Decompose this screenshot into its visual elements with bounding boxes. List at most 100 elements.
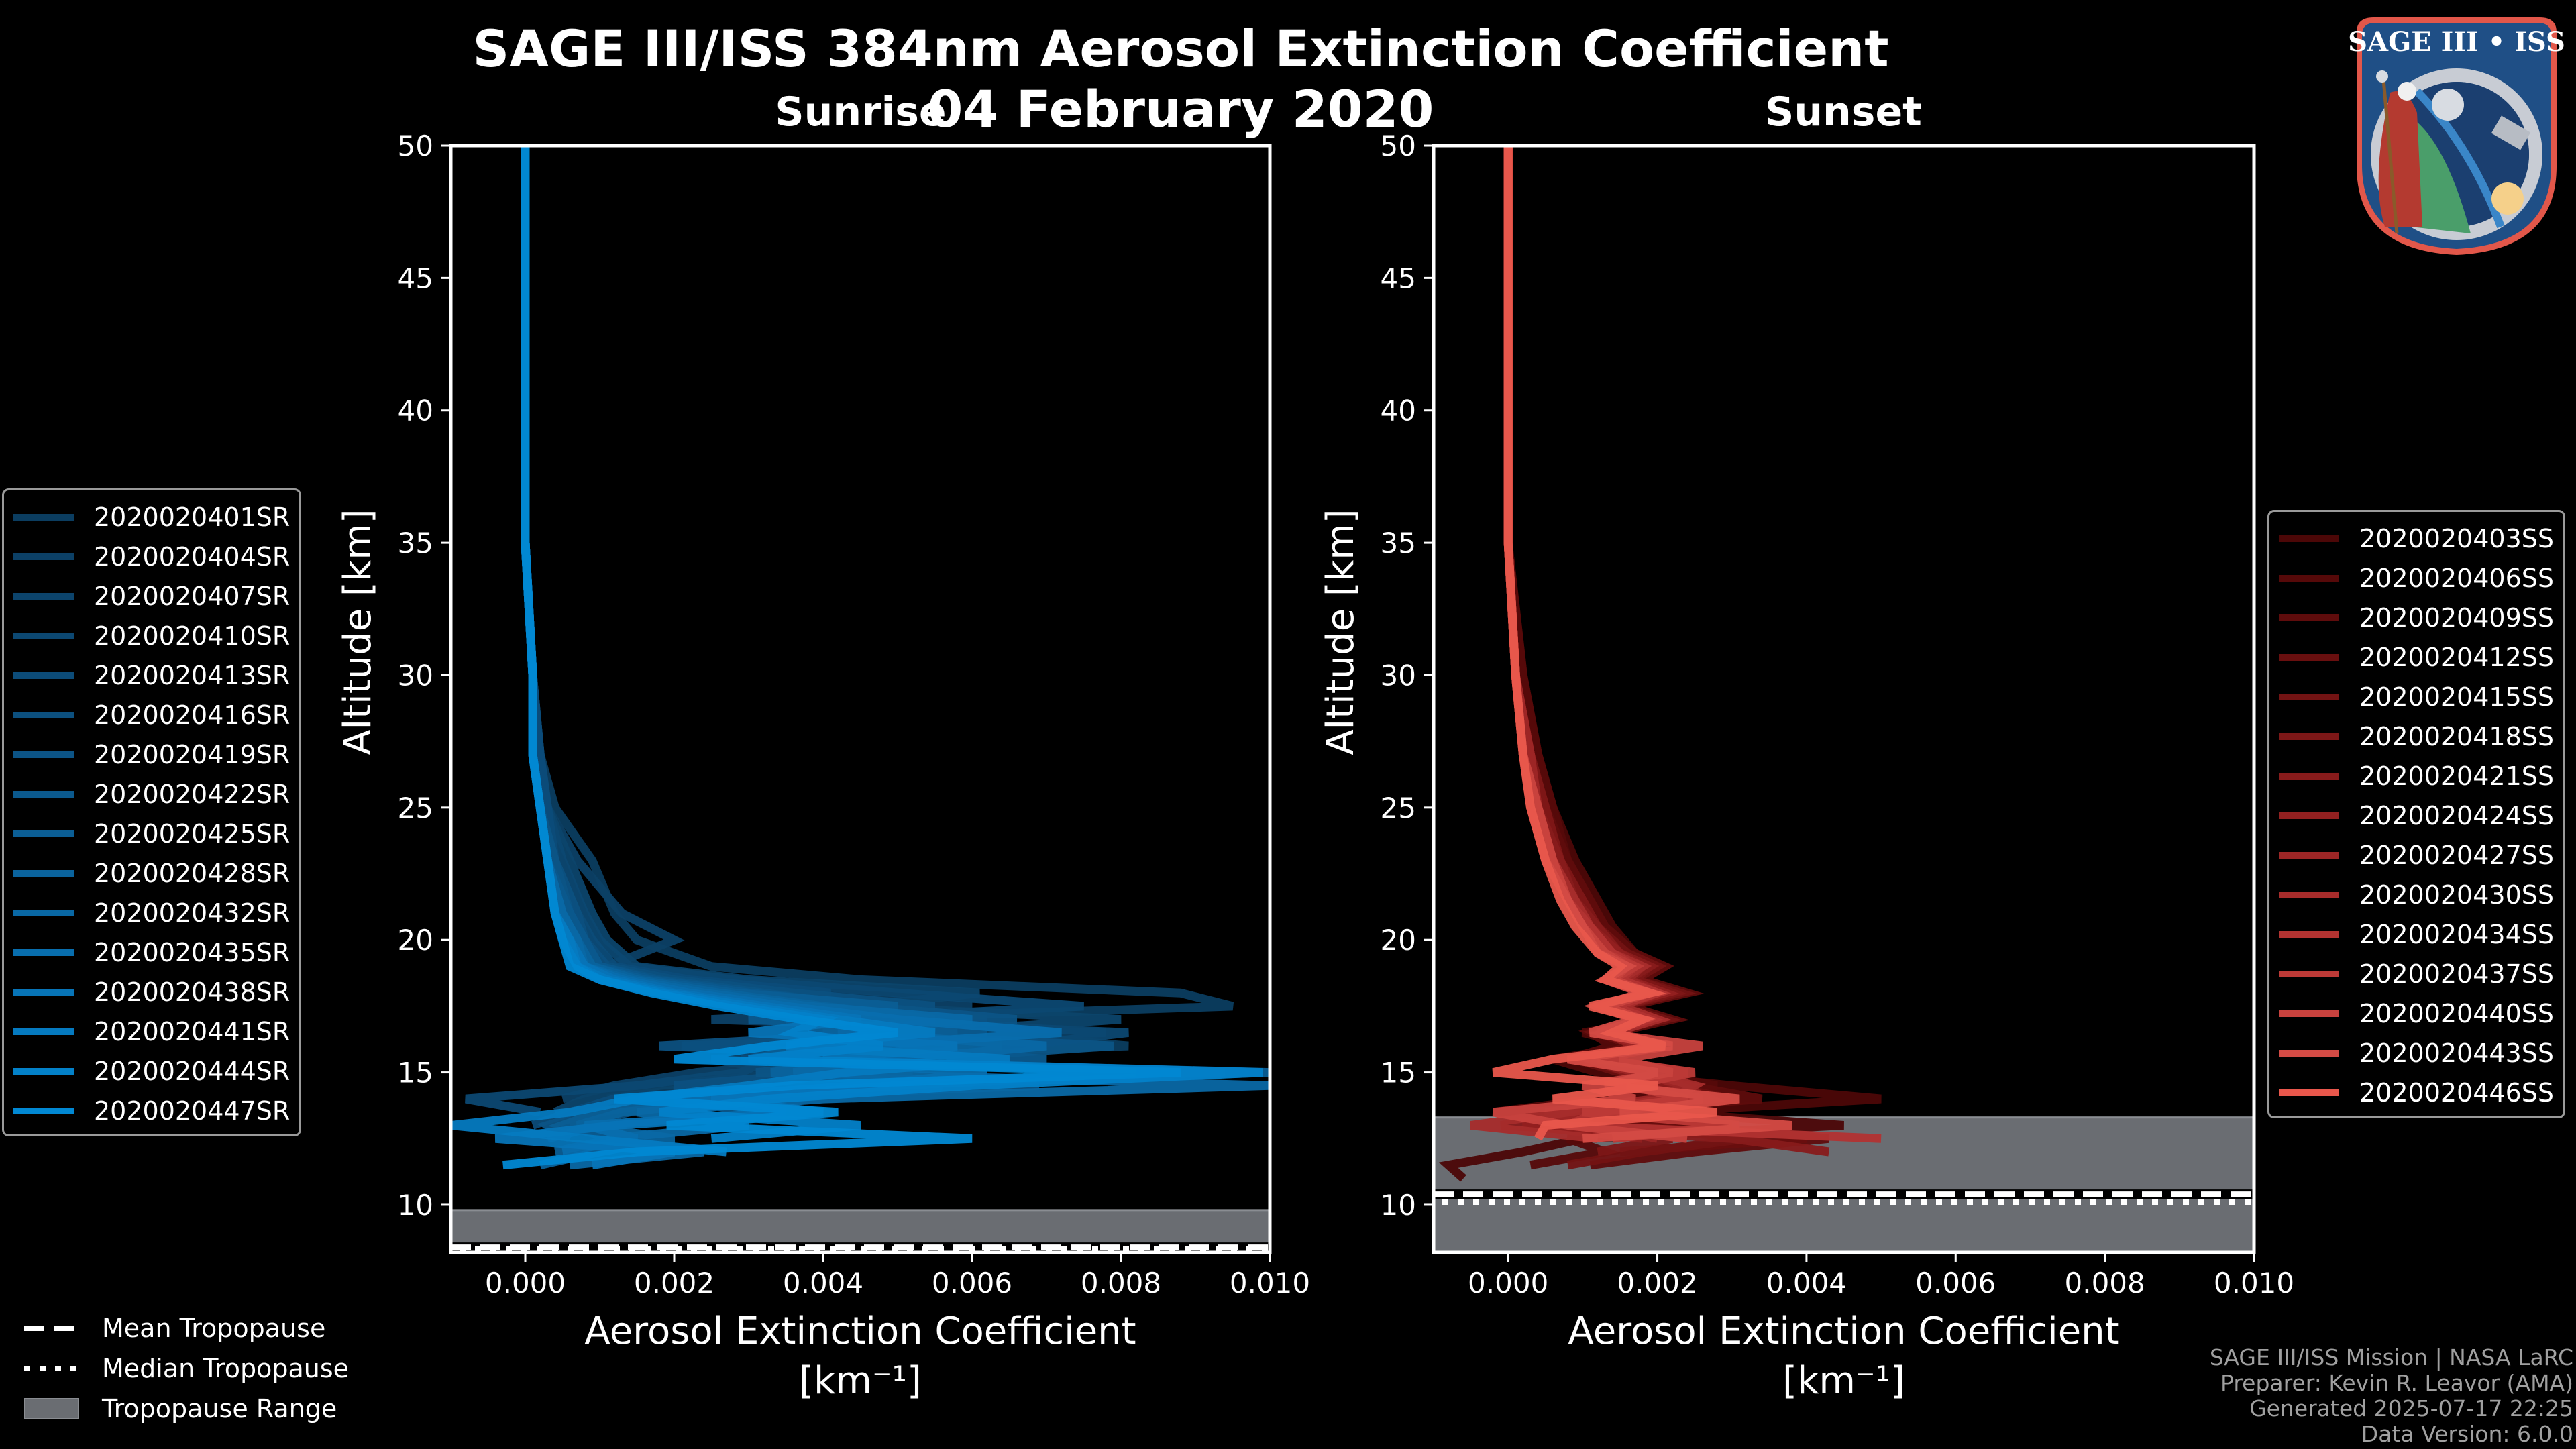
legend-label: 2020020416SR	[94, 700, 290, 730]
legend-label: Mean Tropopause	[102, 1313, 326, 1343]
legend-label: 2020020403SS	[2359, 523, 2555, 553]
legend-line-icon	[2279, 1010, 2339, 1017]
legend-item: 2020020416SR	[13, 695, 290, 735]
y-tick-label: 50	[398, 129, 433, 162]
legend-label: 2020020440SS	[2359, 998, 2555, 1028]
axes-frame	[449, 144, 1272, 1254]
y-tick-label: 30	[398, 659, 433, 692]
legend-item: 2020020425SR	[13, 814, 290, 853]
legend-line-icon	[13, 1067, 74, 1075]
legend-line-icon	[2279, 1089, 2339, 1096]
legend-line-icon	[13, 553, 74, 560]
profile-lines	[451, 146, 1270, 1170]
legend-item: 2020020441SR	[13, 1012, 290, 1051]
legend-line-icon	[13, 711, 74, 718]
legend-label: 2020020444SR	[94, 1056, 290, 1086]
legend-label: 2020020404SR	[94, 541, 290, 572]
credit-generated: Generated 2025-07-17 22:25	[2249, 1395, 2573, 1421]
credit-mission: SAGE III/ISS Mission | NASA LaRC	[2209, 1344, 2573, 1371]
legend-label: 2020020435SR	[94, 937, 290, 967]
axes-frame	[1432, 144, 2256, 1254]
profile-2020020446SS	[1492, 146, 1718, 1141]
legend-label: 2020020430SS	[2359, 879, 2555, 910]
profile-2020020409SS	[1503, 146, 1829, 1170]
y-tick-label: 25	[1381, 792, 1416, 824]
legend-item: 2020020447SR	[13, 1091, 290, 1130]
legend-mean-tropopause: Mean Tropopause	[24, 1308, 349, 1348]
legend-line-icon	[2279, 733, 2339, 740]
legend-line-icon	[2279, 693, 2339, 700]
x-tick-label: 0.008	[1081, 1267, 1161, 1299]
credit-version: Data Version: 6.0.0	[2361, 1421, 2573, 1447]
x-axis-units: [km⁻¹]	[799, 1359, 922, 1403]
sunrise-plot: 10 15 20 25 30 35 40 45 50 0.000 0.002 0.004 0.006 0.…	[336, 129, 1310, 1403]
legend-label: 2020020447SR	[94, 1095, 290, 1126]
y-tick-label: 45	[398, 262, 433, 294]
x-tick-label: 0.000	[485, 1267, 566, 1299]
legend-label: 2020020410SR	[94, 621, 290, 651]
x-tick-label: 0.006	[932, 1267, 1012, 1299]
legend-median-tropopause: Median Tropopause	[24, 1348, 349, 1389]
dashed-line-icon	[24, 1326, 79, 1331]
legend-label: Tropopause Range	[102, 1394, 337, 1424]
gray-patch-icon	[24, 1398, 79, 1419]
legend-label: 2020020446SS	[2359, 1077, 2555, 1108]
legend-label: 2020020422SR	[94, 779, 290, 809]
legend-item: 2020020409SS	[2279, 598, 2554, 637]
profile-2020020447SR	[502, 146, 1181, 1170]
legend-item: 2020020407SR	[13, 576, 290, 616]
legend-item: 2020020406SS	[2279, 558, 2554, 598]
legend-label: 2020020413SR	[94, 660, 290, 690]
dotted-line-icon	[24, 1366, 79, 1371]
figure-title: SAGE III/ISS 384nm Aerosol Extinction Co…	[472, 19, 1889, 78]
legend-label: 2020020412SS	[2359, 642, 2555, 672]
legend-item: 2020020413SR	[13, 655, 290, 695]
y-tick-label: 15	[398, 1057, 433, 1089]
profile-2020020434SS	[1503, 146, 1882, 1143]
x-tick-label: 0.000	[1468, 1267, 1548, 1299]
legend-label: 2020020415SS	[2359, 682, 2555, 712]
y-tick-label: 35	[1381, 527, 1416, 559]
legend-item: 2020020440SS	[2279, 994, 2554, 1033]
tropopause-legend: Mean Tropopause Median Tropopause Tropop…	[24, 1308, 349, 1429]
legend-line-icon	[2279, 891, 2339, 898]
legend-label: 2020020418SS	[2359, 721, 2555, 751]
legend-line-icon	[13, 830, 74, 837]
legend-line-icon	[2279, 851, 2339, 859]
legend-line-icon	[13, 592, 74, 600]
legend-label: 2020020437SS	[2359, 959, 2555, 989]
legend-line-icon	[13, 869, 74, 877]
legend-item: 2020020446SS	[2279, 1073, 2554, 1112]
sunset-plot: 10 15 20 25 30 35 40 45 50 0.000 0.002 0.004 0.006 0.…	[1319, 129, 2294, 1403]
x-tick-label: 0.004	[783, 1267, 863, 1299]
legend-tropopause-range: Tropopause Range	[24, 1389, 349, 1429]
sunrise-legend: 2020020401SR 2020020404SR 2020020407SR 2020…	[2, 488, 302, 1136]
x-tick-label: 0.004	[1766, 1267, 1847, 1299]
legend-label: 2020020421SS	[2359, 761, 2555, 791]
legend-item: 2020020403SS	[2279, 519, 2554, 558]
sunset-legend: 2020020403SS 2020020406SS 2020020409SS 2020…	[2267, 510, 2566, 1118]
legend-line-icon	[13, 790, 74, 798]
legend-line-icon	[13, 513, 74, 521]
legend-item: 2020020432SR	[13, 893, 290, 932]
y-tick-label: 50	[1381, 129, 1416, 162]
legend-label: 2020020409SS	[2359, 602, 2555, 633]
legend-item: 2020020443SS	[2279, 1033, 2554, 1073]
legend-line-icon	[2279, 930, 2339, 938]
legend-item: 2020020437SS	[2279, 954, 2554, 994]
sunset-panel-title: Sunset	[1765, 89, 1922, 136]
legend-label: 2020020425SR	[94, 818, 290, 849]
credits-footer: SAGE III/ISS Mission | NASA LaRC Prepare…	[2210, 1345, 2573, 1447]
legend-label: 2020020427SS	[2359, 840, 2555, 870]
legend-item: 2020020430SS	[2279, 875, 2554, 914]
legend-line-icon	[13, 988, 74, 996]
legend-line-icon	[2279, 535, 2339, 542]
y-tick-label: 20	[1381, 924, 1416, 957]
x-axis-units: [km⁻¹]	[1782, 1359, 1905, 1403]
legend-item: 2020020428SR	[13, 853, 290, 893]
legend-line-icon	[2279, 970, 2339, 977]
legend-item: 2020020421SS	[2279, 756, 2554, 796]
legend-line-icon	[2279, 574, 2339, 582]
legend-label: 2020020419SR	[94, 739, 290, 769]
